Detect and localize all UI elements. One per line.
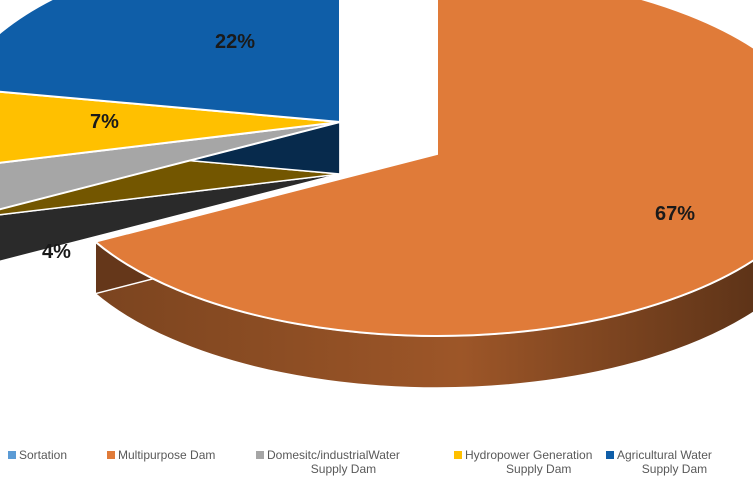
legend-label-line: Sortation <box>19 448 68 462</box>
data-label-4: 22% <box>215 31 255 53</box>
legend-label: Hydropower Generation Supply Dam <box>465 448 592 476</box>
legend-label: Multipurpose Dam <box>118 448 215 462</box>
legend-swatch <box>256 451 264 459</box>
data-label-2: 4% <box>42 241 71 263</box>
legend-label-line: Agricultural Water <box>617 448 712 462</box>
legend-label-line: Supply Dam <box>506 462 572 476</box>
data-label-1: 67% <box>655 203 695 225</box>
legend-swatch <box>454 451 462 459</box>
pie-slice-1 <box>93 0 753 337</box>
legend-swatch <box>107 451 115 459</box>
legend-label-line: Hydropower Generation <box>465 448 593 462</box>
chart-legend: Sortation Multipurpose Dam Domesitc/indust… <box>0 448 753 482</box>
legend-swatch <box>8 451 16 459</box>
legend-label: Domesitc/industrialWater Supply Dam <box>267 448 400 476</box>
legend-label: Sortation <box>19 448 67 462</box>
legend-label: Agricultural Water Supply Dam <box>617 448 712 476</box>
legend-label-line: Domesitc/industrialWater <box>267 448 400 462</box>
legend-label-line: Supply Dam <box>310 462 377 476</box>
legend-label-line: Multipurpose Dam <box>118 448 216 462</box>
data-label-3: 7% <box>90 111 119 133</box>
pie-chart: 67% 4% 7% 22% <box>0 0 753 389</box>
legend-label-line: Supply Dam <box>641 462 708 476</box>
legend-swatch <box>606 451 614 459</box>
pie-slice-3 <box>0 90 341 164</box>
pie-slice-2 <box>0 121 341 211</box>
pie-slice-4 <box>0 0 341 124</box>
